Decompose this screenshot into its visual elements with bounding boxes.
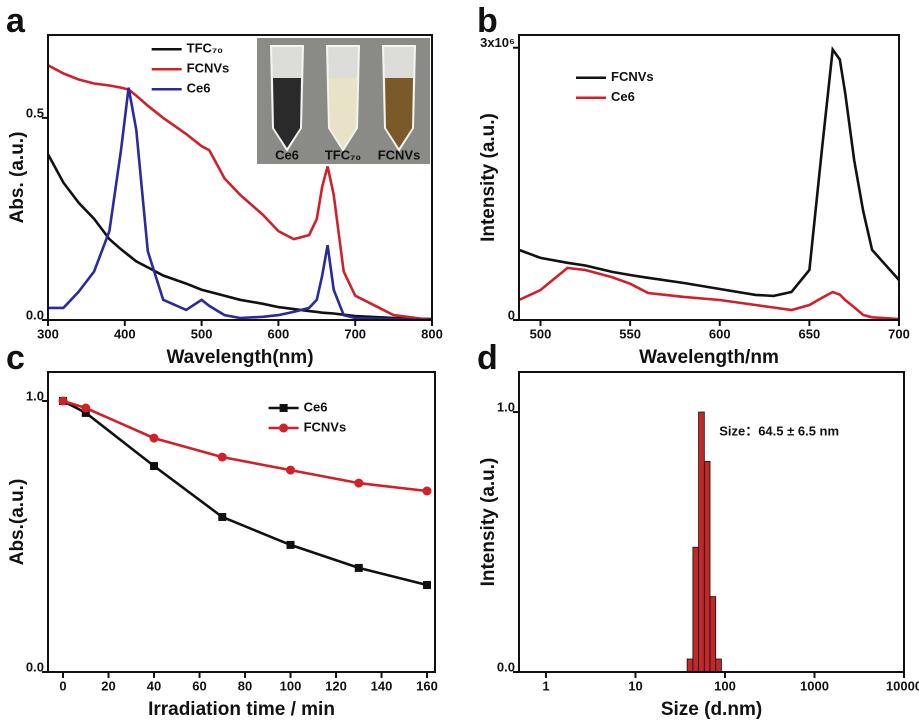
marker xyxy=(423,581,432,590)
x-tick-label: 500 xyxy=(191,326,213,341)
marker xyxy=(217,452,227,462)
vial-liquid xyxy=(385,78,413,148)
series-line xyxy=(62,399,428,493)
x-tick-label: 80 xyxy=(238,678,252,693)
series-line xyxy=(48,153,432,320)
x-tick-label: 500 xyxy=(530,326,552,341)
plot-frame xyxy=(47,371,436,673)
plot-frame xyxy=(518,371,905,673)
plot-frame xyxy=(47,34,433,321)
bar xyxy=(703,461,711,673)
x-axis-label: Wavelength(nm) xyxy=(166,347,313,368)
y-axis-label: Abs. (a.u.) xyxy=(7,132,28,224)
y-tick-label: 1.0 xyxy=(497,399,515,414)
panel-label: a xyxy=(6,2,26,40)
x-tick-label: 100 xyxy=(714,678,736,693)
bar xyxy=(686,658,694,673)
marker xyxy=(149,433,159,443)
legend-label: TFC₇₀ xyxy=(187,41,223,56)
x-tick-label: 800 xyxy=(421,326,443,341)
y-tick-label: 0 xyxy=(508,307,515,322)
legend-marker xyxy=(279,423,289,433)
legend-label: Ce6 xyxy=(611,89,635,104)
x-tick-label: 100 xyxy=(280,678,302,693)
bar xyxy=(692,546,699,673)
x-tick-label: 1 xyxy=(542,678,549,693)
x-tick-label: 650 xyxy=(799,326,821,341)
x-tick-label: 10 xyxy=(628,678,642,693)
legend-label: FCNVs xyxy=(611,69,654,84)
panel: c Irradiation time / min Abs.(a.u.) 0 20 40 60… xyxy=(6,339,438,720)
y-tick-label: 0.0 xyxy=(497,659,515,674)
y-tick-label: 3x10⁶ xyxy=(480,35,515,50)
panel-label: d xyxy=(477,339,498,377)
legend-label: FCNVs xyxy=(187,61,230,76)
x-tick-label: 400 xyxy=(114,326,136,341)
y-tick-label: 0.0 xyxy=(26,659,44,674)
marker xyxy=(81,408,90,417)
x-tick-label: 550 xyxy=(619,326,641,341)
vial-liquid xyxy=(329,78,357,148)
x-tick-label: 600 xyxy=(709,326,731,341)
marker xyxy=(354,478,364,488)
plot-frame xyxy=(518,34,900,321)
panel: d Size (d.nm) Intensity (a.u.) 1 10 100 1000 10… xyxy=(477,339,919,720)
legend-marker xyxy=(279,404,288,412)
x-tick-label: 10000 xyxy=(886,678,919,693)
x-tick-label: 120 xyxy=(325,678,347,693)
bar xyxy=(709,596,717,673)
x-tick-label: 600 xyxy=(268,326,290,341)
legend-label: FCNVs xyxy=(304,419,347,434)
y-axis-label: Intensity (a.u.) xyxy=(478,458,499,587)
x-tick-label: 140 xyxy=(371,678,393,693)
marker xyxy=(422,486,432,496)
vial-liquid xyxy=(273,78,301,148)
x-axis-label: Irradiation time / min xyxy=(148,699,335,720)
y-axis-label: Abs.(a.u.) xyxy=(7,479,28,566)
inset-label: FCNVs xyxy=(378,147,421,162)
series-line xyxy=(519,45,899,298)
x-tick-label: 1000 xyxy=(800,678,829,693)
y-axis-label: Intensity (a.u.) xyxy=(478,113,499,242)
x-tick-label: 300 xyxy=(37,326,59,341)
x-tick-label: 60 xyxy=(192,678,206,693)
marker xyxy=(81,403,91,413)
series-line xyxy=(519,266,899,320)
marker xyxy=(218,512,227,521)
x-tick-label: 20 xyxy=(101,678,115,693)
marker xyxy=(58,396,68,406)
series-line xyxy=(48,64,432,320)
inset-label: TFC₇₀ xyxy=(325,147,361,162)
series-line xyxy=(62,399,428,587)
x-tick-label: 160 xyxy=(416,678,438,693)
legend-label: Ce6 xyxy=(304,399,328,414)
x-axis-label: Size (d.nm) xyxy=(661,699,762,720)
annotation: Size：64.5 ± 6.5 nm xyxy=(719,423,839,438)
y-tick-label: 0.5 xyxy=(26,105,44,120)
marker xyxy=(354,563,363,572)
bar xyxy=(715,658,722,673)
panel: a Wavelength(nm) Abs. (a.u.) 300 400 500 600 70… xyxy=(6,2,443,368)
legend-label: Ce6 xyxy=(187,81,211,96)
series-line xyxy=(48,87,432,320)
inset-label: Ce6 xyxy=(275,147,299,162)
marker xyxy=(286,540,295,549)
y-tick-label: 0.0 xyxy=(26,307,44,322)
y-tick-label: 1.0 xyxy=(26,388,44,403)
marker xyxy=(150,462,159,471)
panel-label: b xyxy=(477,2,498,40)
x-tick-label: 700 xyxy=(344,326,366,341)
panel-label: c xyxy=(6,339,25,377)
x-tick-label: 40 xyxy=(147,678,161,693)
panel: b Wavelength/nm Intensity (a.u.) 500 550 600 6… xyxy=(477,2,910,368)
x-tick-label: 0 xyxy=(59,678,66,693)
bar xyxy=(698,411,705,673)
x-axis-label: Wavelength/nm xyxy=(639,347,779,368)
x-tick-label: 700 xyxy=(888,326,910,341)
marker xyxy=(286,465,296,475)
